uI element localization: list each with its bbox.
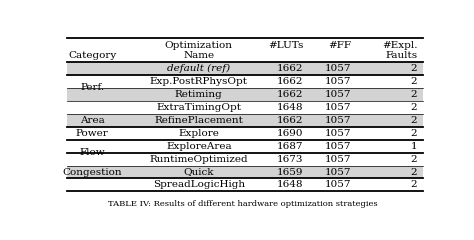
Text: RefinePlacement: RefinePlacement — [155, 116, 243, 125]
Text: 2: 2 — [411, 116, 418, 125]
Text: 1057: 1057 — [325, 180, 351, 189]
Bar — [66, 88, 423, 101]
Text: Congestion: Congestion — [63, 168, 122, 177]
Text: 1057: 1057 — [325, 142, 351, 151]
Text: ExploreArea: ExploreArea — [166, 142, 232, 151]
Text: 1057: 1057 — [325, 64, 351, 73]
Text: Area: Area — [80, 116, 105, 125]
Text: Faults: Faults — [385, 51, 418, 60]
Text: 2: 2 — [411, 168, 418, 177]
Text: Exp.PostRPhysOpt: Exp.PostRPhysOpt — [150, 77, 248, 86]
Text: 1057: 1057 — [325, 155, 351, 164]
Text: 1057: 1057 — [325, 77, 351, 86]
Text: 2: 2 — [411, 77, 418, 86]
Text: 1662: 1662 — [277, 116, 303, 125]
Text: #Expl.: #Expl. — [382, 41, 418, 50]
Text: 1673: 1673 — [277, 155, 303, 164]
Text: Power: Power — [76, 129, 109, 138]
Text: Category: Category — [68, 51, 117, 60]
Text: 1057: 1057 — [325, 116, 351, 125]
Text: Perf.: Perf. — [80, 84, 104, 92]
Text: Quick: Quick — [183, 168, 214, 177]
Text: Name: Name — [183, 51, 214, 60]
Text: Retiming: Retiming — [175, 90, 223, 99]
Text: ExtraTimingOpt: ExtraTimingOpt — [156, 103, 241, 112]
Text: Explore: Explore — [178, 129, 219, 138]
Text: 2: 2 — [411, 180, 418, 189]
Text: 1648: 1648 — [277, 180, 303, 189]
Text: 1662: 1662 — [277, 77, 303, 86]
Text: RuntimeOptimized: RuntimeOptimized — [149, 155, 248, 164]
Text: Flow: Flow — [80, 148, 105, 157]
Text: 1: 1 — [411, 142, 418, 151]
Bar — [66, 166, 423, 179]
Text: TABLE IV: Results of different hardware optimization strategies: TABLE IV: Results of different hardware … — [108, 200, 378, 208]
Text: 2: 2 — [411, 64, 418, 73]
Text: 2: 2 — [411, 90, 418, 99]
Text: 2: 2 — [411, 129, 418, 138]
Text: 1690: 1690 — [277, 129, 303, 138]
Bar — [66, 114, 423, 127]
Text: default (ref): default (ref) — [167, 64, 230, 73]
Text: 1057: 1057 — [325, 90, 351, 99]
Text: 1662: 1662 — [277, 90, 303, 99]
Text: 1687: 1687 — [277, 142, 303, 151]
Text: #LUTs: #LUTs — [268, 41, 303, 50]
Text: 1648: 1648 — [277, 103, 303, 112]
Text: 1659: 1659 — [277, 168, 303, 177]
Text: 2: 2 — [411, 103, 418, 112]
Text: 1057: 1057 — [325, 168, 351, 177]
Text: 1057: 1057 — [325, 103, 351, 112]
Text: 2: 2 — [411, 155, 418, 164]
Text: 1662: 1662 — [277, 64, 303, 73]
Text: SpreadLogicHigh: SpreadLogicHigh — [153, 180, 245, 189]
Text: Optimization: Optimization — [165, 41, 233, 50]
Text: 1057: 1057 — [325, 129, 351, 138]
Bar — [66, 62, 423, 75]
Text: #FF: #FF — [328, 41, 351, 50]
